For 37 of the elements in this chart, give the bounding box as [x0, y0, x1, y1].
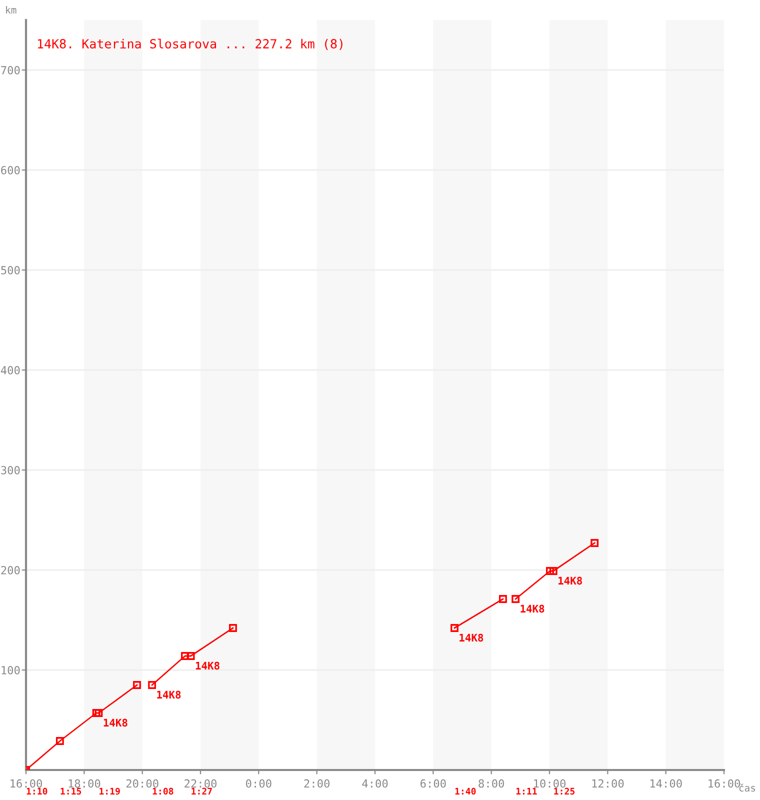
- annotation: 14K8: [196, 662, 220, 670]
- y-tick-label: 300: [1, 466, 20, 474]
- text: 1:10: [26, 788, 48, 795]
- annotation: 14K8: [460, 634, 484, 642]
- x-tick-label: 20:00: [126, 779, 158, 788]
- x-tick-label: 16:00: [708, 779, 740, 788]
- x-tick-label: 0:00: [246, 779, 272, 788]
- text: 1:11: [516, 788, 537, 794]
- text: 1:40: [455, 788, 476, 795]
- y-tick-label: 100: [2, 666, 20, 674]
- annotation: 14K8: [104, 718, 128, 727]
- y-tick-label: 200: [1, 566, 20, 574]
- y-axis-title: km: [6, 6, 16, 14]
- x-axis-title: čas: [739, 784, 756, 792]
- x-tick-label: 10:00: [534, 779, 566, 788]
- y-tick-label: 700: [1, 66, 20, 74]
- text: 1:25: [554, 788, 575, 795]
- y-tick-label: 400: [0, 366, 20, 374]
- x-tick-label: 12:00: [592, 779, 624, 788]
- annotation: 14K8: [520, 604, 544, 613]
- y-tick-label: 600: [1, 166, 20, 174]
- x-tick-label: 8:00: [478, 779, 504, 788]
- x-tick-label: 16:00: [10, 779, 42, 788]
- x-tick-label: 14:00: [650, 779, 682, 788]
- x-tick-label: 4:00: [362, 779, 388, 788]
- y-tick-label: 500: [1, 266, 20, 274]
- annotation: 14K8: [157, 690, 181, 699]
- annotation: 14K8: [558, 576, 582, 585]
- x-tick-label: 18:00: [68, 779, 100, 788]
- text: 1:19: [100, 788, 120, 795]
- text: 14K8. Katerina Slosarova ... 227.2 km (8): [38, 38, 342, 50]
- x-tick-label: 2:00: [304, 779, 330, 788]
- text: 1:08: [152, 788, 174, 795]
- text: 1:15: [60, 788, 82, 795]
- x-tick-label: 6:00: [420, 779, 446, 788]
- text: 1:27: [192, 788, 212, 794]
- x-tick-label: 22:00: [184, 779, 217, 788]
